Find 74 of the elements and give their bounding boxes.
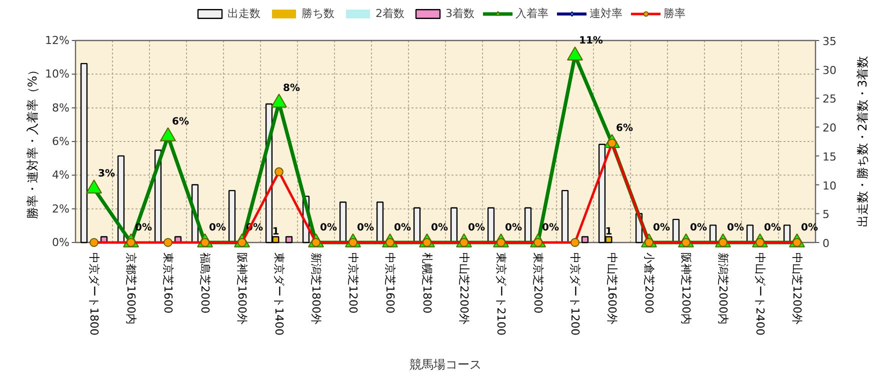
legend-label: 入着率: [516, 6, 548, 21]
point: [570, 238, 580, 247]
point: [567, 46, 583, 60]
legend-label: 出走数: [228, 6, 260, 21]
legend-label: 勝率: [664, 6, 686, 21]
data-label: 0%: [542, 222, 559, 234]
legend-label: 勝ち数: [302, 6, 334, 21]
legend-label: 連対率: [590, 6, 622, 21]
x-tick-label: 札幌芝1800: [420, 252, 434, 314]
x-tick-label: 京都芝1600内: [124, 252, 138, 324]
data-label: 0%: [505, 222, 522, 234]
bar: [561, 190, 569, 244]
x-tick-label: 中京ダート1800: [88, 252, 100, 336]
y2-tick-label: 35: [822, 35, 836, 48]
data-label: 0%: [690, 222, 707, 234]
point: [160, 127, 176, 142]
x-tick-label: 東京ダート1400: [272, 252, 286, 336]
x-tick-label: 中山ダート2400: [754, 252, 766, 336]
legend-label: 3着数: [446, 6, 474, 21]
data-label: 0%: [727, 222, 744, 234]
x-tick-label: 東京芝1600: [162, 252, 174, 314]
x-tick-label: 小倉芝2000: [642, 252, 656, 314]
x-tick-label: 中山芝2200外: [458, 252, 470, 324]
x-tick-label: 福島芝2000: [198, 252, 212, 314]
data-label: 6%: [616, 123, 633, 134]
y-axis-title: 勝率・連対率・入着率（%）: [26, 64, 40, 220]
y-tick-label: 2%: [52, 202, 70, 216]
x-tick-label: 中京ダート1200: [568, 252, 582, 336]
data-label: 0%: [653, 222, 670, 234]
point: [271, 94, 287, 108]
y-tick-label: 0%: [52, 236, 70, 249]
y2-tick-label: 20: [822, 122, 836, 135]
x-axis-title: 競馬場コース: [410, 358, 482, 372]
point: [90, 238, 98, 247]
x-tick-label: 東京芝2000: [532, 252, 544, 314]
y2-axis-title: 出走数・勝ち数・2着数・3着数: [856, 56, 870, 228]
x-tick-label: 中山芝1600外: [606, 252, 618, 324]
data-label: 1: [605, 226, 612, 238]
y2-tick-label: 5: [822, 208, 830, 222]
data-label: 6%: [172, 116, 189, 128]
x-tick-label: 阪神芝1200内: [680, 252, 692, 324]
data-label: 0%: [764, 222, 781, 234]
bar: [80, 62, 88, 244]
y2-tick-label: 0: [822, 237, 830, 250]
data-label: 0%: [209, 222, 226, 234]
point: [164, 238, 172, 247]
data-label: 0%: [431, 222, 448, 234]
x-tick-label: 東京ダート2100: [494, 252, 508, 336]
y-tick-label: 10%: [45, 68, 70, 81]
x-tick-label: 中山芝1200外: [790, 252, 804, 324]
x-tick-label: 阪神芝1600外: [236, 252, 248, 324]
data-label: 8%: [283, 82, 300, 94]
data-label: 1: [272, 226, 280, 238]
y2-tick-label: 25: [822, 92, 836, 106]
y-tick-label: 4%: [52, 168, 70, 182]
data-label: 0%: [357, 222, 374, 234]
y2-tick-label: 30: [822, 64, 836, 77]
point: [274, 167, 284, 176]
bar: [285, 236, 293, 244]
legend-label: 2着数: [376, 6, 404, 21]
y-tick-label: 8%: [52, 101, 70, 114]
data-label: 0%: [468, 222, 485, 234]
bar: [581, 236, 589, 244]
data-label: 3%: [98, 168, 115, 180]
x-tick-label: 新潟芝2000内: [716, 252, 730, 324]
x-tick-label: 中京芝1600: [384, 252, 396, 314]
x-tick-label: 新潟芝1800外: [310, 252, 322, 324]
x-tick-label: 中京芝1200: [346, 252, 360, 314]
data-label: 0%: [320, 222, 337, 234]
y2-tick-label: 15: [822, 150, 836, 164]
data-label: 0%: [394, 222, 411, 234]
y-tick-label: 12%: [45, 34, 70, 47]
y2-tick-label: 10: [822, 179, 836, 192]
y-tick-label: 6%: [52, 135, 70, 148]
